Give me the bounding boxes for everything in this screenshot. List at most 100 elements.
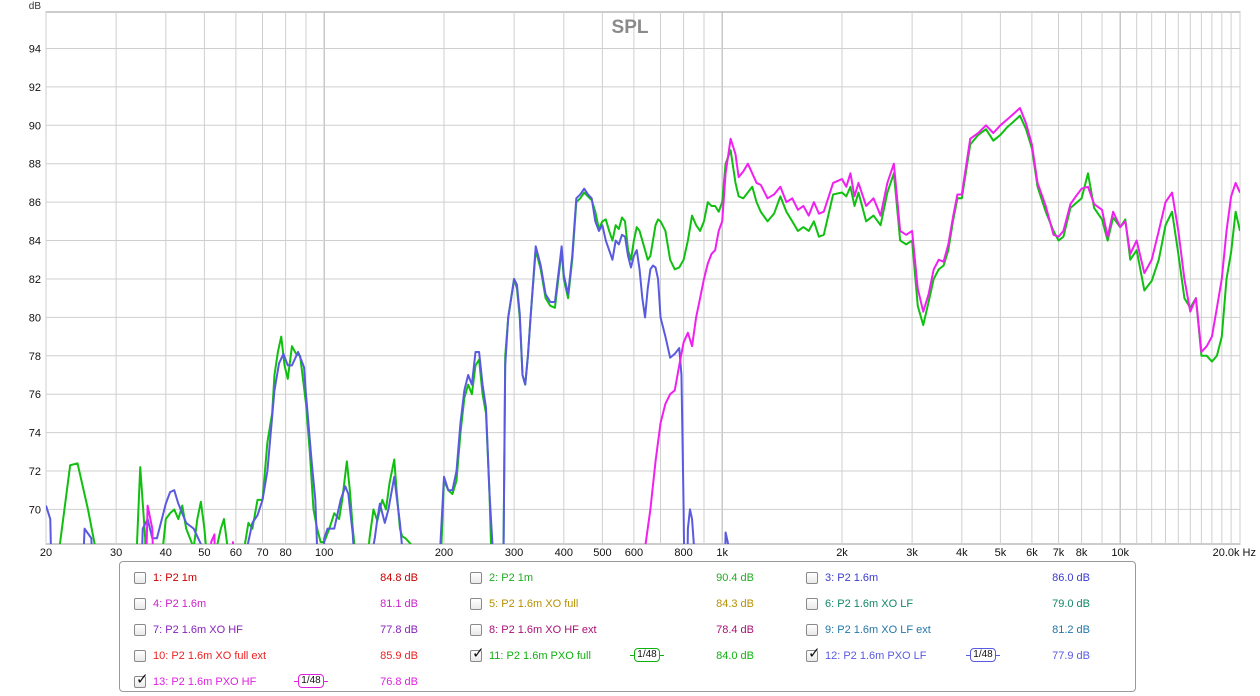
x-tick-label: 100 bbox=[315, 547, 333, 559]
legend-item-value: 84.3 dB bbox=[716, 598, 754, 610]
x-tick-label: 4k bbox=[956, 547, 968, 559]
x-tick-label: 10k bbox=[1111, 547, 1129, 559]
x-tick-label: 80 bbox=[279, 547, 291, 559]
y-tick-label: 74 bbox=[29, 428, 41, 440]
legend-item[interactable]: ✓ 11: P2 1.6m PXO full 1/48 84.0 dB bbox=[470, 645, 759, 666]
legend-item-label: 4: P2 1.6m bbox=[153, 598, 207, 610]
legend-item-value: 76.8 dB bbox=[380, 676, 418, 688]
legend-item[interactable]: 6: P2 1.6m XO LF 79.0 dB bbox=[806, 594, 1095, 614]
legend-item-label: 12: P2 1.6m PXO LF bbox=[825, 650, 927, 662]
series-line-1 bbox=[58, 114, 1240, 544]
legend-checkbox[interactable] bbox=[134, 598, 146, 610]
legend-item[interactable]: 4: P2 1.6m 81.1 dB bbox=[134, 594, 423, 614]
legend-item-value: 77.9 dB bbox=[1052, 650, 1090, 662]
series-layer bbox=[46, 107, 1240, 544]
badge-connector bbox=[660, 655, 664, 656]
smoothing-badge[interactable]: 1/48 bbox=[630, 648, 664, 664]
smoothing-label: 1/48 bbox=[970, 648, 996, 662]
legend-checkbox[interactable] bbox=[470, 572, 482, 584]
x-tick-label: 3k bbox=[906, 547, 918, 559]
x-tick-label: 7k bbox=[1053, 547, 1065, 559]
legend-item[interactable]: 5: P2 1.6m XO full 84.3 dB bbox=[470, 594, 759, 614]
series-line-2 bbox=[46, 187, 730, 544]
badge-connector bbox=[966, 655, 970, 656]
smoothing-badge[interactable]: 1/48 bbox=[966, 648, 1000, 664]
x-tick-label: 500 bbox=[593, 547, 611, 559]
legend-panel: 1: P2 1m 84.8 dB 2: P2 1m 90.4 dB 3: P2 1.6m… bbox=[119, 561, 1136, 692]
badge-connector bbox=[630, 655, 634, 656]
legend-item[interactable]: 8: P2 1.6m XO HF ext 78.4 dB bbox=[470, 620, 759, 640]
chart-title: SPL bbox=[612, 17, 649, 38]
legend-item-label: 8: P2 1.6m XO HF ext bbox=[489, 624, 597, 636]
x-tick-label: 20 bbox=[40, 547, 52, 559]
x-tick-label: 5k bbox=[995, 547, 1007, 559]
y-tick-label: 70 bbox=[29, 504, 41, 516]
legend-item[interactable]: 2: P2 1m 90.4 dB bbox=[470, 568, 759, 588]
legend-checkbox[interactable] bbox=[470, 598, 482, 610]
x-tick-label: 400 bbox=[555, 547, 573, 559]
series-line-3 bbox=[145, 107, 1240, 544]
legend-checkbox[interactable] bbox=[806, 598, 818, 610]
legend-item[interactable]: 10: P2 1.6m XO full ext 85.9 dB bbox=[134, 646, 423, 666]
legend-item-label: 13: P2 1.6m PXO HF bbox=[153, 676, 257, 688]
y-tick-label: 94 bbox=[29, 44, 41, 56]
legend-item-label: 10: P2 1.6m XO full ext bbox=[153, 650, 267, 662]
legend-checkbox[interactable]: ✓ bbox=[470, 645, 485, 662]
x-tick-label: 200 bbox=[435, 547, 453, 559]
legend-item[interactable]: 7: P2 1.6m XO HF 77.8 dB bbox=[134, 620, 423, 640]
checkmark-icon: ✓ bbox=[472, 644, 485, 662]
y-tick-label: 90 bbox=[29, 120, 41, 132]
legend-item[interactable]: 3: P2 1.6m 86.0 dB bbox=[806, 568, 1095, 588]
legend-checkbox[interactable] bbox=[806, 572, 818, 584]
legend-checkbox[interactable] bbox=[134, 572, 146, 584]
legend-checkbox[interactable] bbox=[470, 624, 482, 636]
x-tick-label: 40 bbox=[160, 547, 172, 559]
legend-item-label: 2: P2 1m bbox=[489, 572, 534, 584]
legend-item[interactable]: ✓ 13: P2 1.6m PXO HF 1/48 76.8 dB bbox=[134, 671, 423, 692]
y-tick-label: 76 bbox=[29, 389, 41, 401]
y-tick-label: 86 bbox=[29, 197, 41, 209]
legend-item-value: 78.4 dB bbox=[716, 624, 754, 636]
legend-checkbox[interactable]: ✓ bbox=[134, 671, 149, 688]
plot-background bbox=[45, 11, 1241, 545]
spl-chart: SPL dB 70 72 74 76 78 80 82 84 86 88 90 92 94 20 30 40… bbox=[29, 1, 1256, 559]
x-tick-label: 600 bbox=[625, 547, 643, 559]
smoothing-badge[interactable]: 1/48 bbox=[294, 674, 328, 690]
checkmark-icon: ✓ bbox=[136, 670, 149, 688]
badge-connector bbox=[996, 655, 1000, 656]
legend-item-value: 77.8 dB bbox=[380, 624, 418, 636]
smoothing-label: 1/48 bbox=[298, 674, 324, 688]
legend-item-value: 79.0 dB bbox=[1052, 598, 1090, 610]
badge-connector bbox=[294, 681, 298, 682]
y-tick-label: 88 bbox=[29, 159, 41, 171]
legend-item[interactable]: 9: P2 1.6m XO LF ext 81.2 dB bbox=[806, 620, 1095, 640]
legend-item-value: 81.2 dB bbox=[1052, 624, 1090, 636]
legend-checkbox[interactable] bbox=[806, 624, 818, 636]
x-tick-label: 30 bbox=[110, 547, 122, 559]
legend-item[interactable]: 1: P2 1m 84.8 dB bbox=[134, 568, 423, 588]
x-tick-label: 50 bbox=[198, 547, 210, 559]
legend-item-label: 7: P2 1.6m XO HF bbox=[153, 624, 243, 636]
legend-item-label: 3: P2 1.6m bbox=[825, 572, 879, 584]
y-tick-label: 78 bbox=[29, 351, 41, 363]
y-tick-label: 84 bbox=[29, 236, 41, 248]
legend-checkbox[interactable]: ✓ bbox=[806, 645, 821, 662]
y-tick-label: 72 bbox=[29, 466, 41, 478]
x-tick-label: 800 bbox=[674, 547, 692, 559]
legend-item[interactable]: ✓ 12: P2 1.6m PXO LF 1/48 77.9 dB bbox=[806, 645, 1095, 666]
legend-checkbox[interactable] bbox=[134, 650, 146, 662]
legend-item-label: 9: P2 1.6m XO LF ext bbox=[825, 624, 931, 636]
x-tick-label: 8k bbox=[1076, 547, 1088, 559]
x-tick-label: 1k bbox=[716, 547, 728, 559]
y-axis-unit-label: dB bbox=[29, 1, 42, 12]
x-tick-label: 70 bbox=[256, 547, 268, 559]
legend-item-label: 11: P2 1.6m PXO full bbox=[489, 650, 591, 662]
legend-item-value: 90.4 dB bbox=[716, 572, 754, 584]
x-tick-label: 20.0k Hz bbox=[1213, 547, 1256, 559]
legend-item-label: 1: P2 1m bbox=[153, 572, 198, 584]
checkmark-icon: ✓ bbox=[808, 644, 821, 662]
legend-item-value: 84.8 dB bbox=[380, 572, 418, 584]
legend-checkbox[interactable] bbox=[134, 624, 146, 636]
legend-item-value: 84.0 dB bbox=[716, 650, 754, 662]
y-axis-tick-labels: 70 72 74 76 78 80 82 84 86 88 90 92 94 bbox=[29, 44, 41, 517]
